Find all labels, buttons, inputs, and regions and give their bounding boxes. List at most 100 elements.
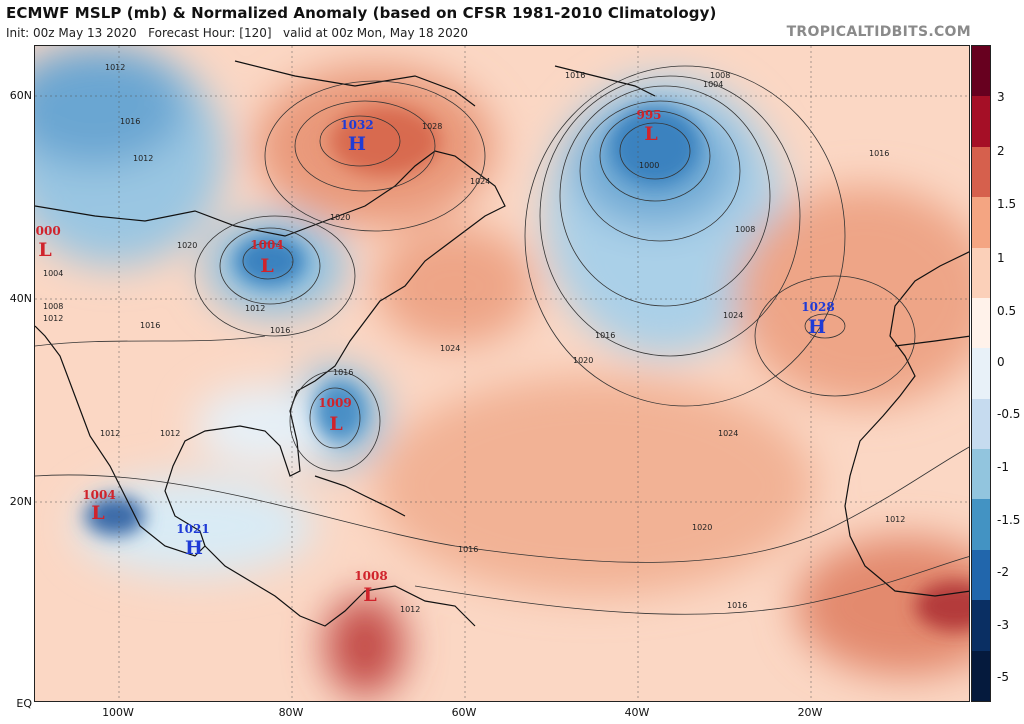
longitude-label: 100W [102,706,134,719]
colorbar-segment [972,96,990,148]
center-letter: L [644,123,657,145]
isobar-label: 1000 [639,161,659,170]
colorbar-label: 3 [997,90,1005,104]
low-center: 1000 L [35,224,61,261]
low-center: 995 L [636,108,661,145]
high-center: 1028 H [801,300,834,338]
center-value: 995 [636,108,661,122]
anomaly-shading [35,46,969,701]
colorbar-label: 1 [997,251,1005,265]
center-letter: L [329,413,342,435]
forecast-hour: Forecast Hour: [120] [148,26,272,40]
center-letter: H [808,316,826,338]
isobar-label: 1028 [422,122,442,131]
init-time: Init: 00z May 13 2020 [6,26,137,40]
isobars [35,65,969,615]
colorbar [971,45,991,702]
isobar-label: 1012 [160,429,180,438]
isobar-label: 1012 [400,605,420,614]
colorbar-label: -2 [997,565,1009,579]
latitude-label: EQ [16,697,32,710]
center-value: 1004 [82,488,115,502]
colorbar-label: -5 [997,670,1009,684]
colorbar-segment [972,197,990,249]
isobar-labels: 1016 1008 1004 1000 1012 1016 1012 1028 … [43,63,905,614]
pressure-centers: 1032 H 995 L 1000 L 1004 L 1028 H 1009 L… [35,108,835,606]
longitude-label: 80W [278,706,304,719]
colorbar-segment [972,348,990,400]
isobar-label: 1012 [43,314,63,323]
low-center: 1009 L [318,396,351,435]
center-value: 1028 [801,300,834,314]
colorbar-label: 2 [997,144,1005,158]
coastlines [35,60,969,627]
isobar-label: 1016 [270,326,290,335]
colorbar-segment [972,146,990,198]
isobar-label: 1016 [565,71,585,80]
isobar-label: 1016 [869,149,889,158]
valid-time: valid at 00z Mon, May 18 2020 [283,26,468,40]
isobar-label: 1016 [140,321,160,330]
isobar-label: 1024 [470,177,490,186]
colorbar-segment [972,650,990,702]
colorbar-label: -1.5 [997,513,1021,527]
brand-watermark: TROPICALTIDBITS.COM [786,24,971,40]
longitude-label: 20W [797,706,823,719]
colorbar-segment [972,449,990,500]
latitude-label: 40N [9,292,32,305]
isobar-label: 1020 [177,241,197,250]
high-center: 1032 H [340,118,373,155]
longitude-label: 40W [624,706,650,719]
colorbar-label: -3 [997,618,1009,632]
isobar-label: 1016 [727,601,747,610]
isobar-label: 1008 [735,225,755,234]
colorbar-label: -0.5 [997,407,1021,421]
center-value: 1004 [250,238,283,252]
isobar-label: 1024 [440,344,460,353]
map-subtitle: Init: 00z May 13 2020 Forecast Hour: [12… [6,26,468,40]
colorbar-segment [972,297,990,349]
colorbar-segment [972,549,990,601]
center-value: 1000 [35,224,61,238]
colorbar-segment [972,398,990,450]
isobar-label: 1016 [458,545,478,554]
center-letter: L [38,239,51,261]
isobar-label: 1016 [333,368,353,377]
isobar-label: 1024 [723,311,743,320]
colorbar-segment [972,46,990,97]
isobar-label: 1012 [105,63,125,72]
graticule [35,46,969,701]
isobar-label: 1016 [120,117,140,126]
colorbar-label: -1 [997,460,1009,474]
colorbar-label: 0 [997,355,1005,369]
isobar-label: 1004 [43,269,63,278]
center-letter: H [348,133,366,155]
map-canvas: 1016 1008 1004 1000 1012 1016 1012 1028 … [35,46,969,701]
isobar-label: 1020 [330,213,350,222]
center-value: 1008 [354,569,387,583]
isobar-label: 1008 [710,71,730,80]
isobar-label: 1008 [43,302,63,311]
isobar-label: 1012 [133,154,153,163]
colorbar-segment [972,247,990,299]
low-center: 1004 L [82,488,115,524]
latitude-label: 60N [9,89,32,102]
isobar-label: 1020 [692,523,712,532]
low-center: 1008 L [354,569,387,606]
center-value: 1009 [318,396,351,410]
map-title: ECMWF MSLP (mb) & Normalized Anomaly (ba… [6,4,717,22]
low-center: 1004 L [250,238,283,277]
isobar-label: 1012 [885,515,905,524]
isobar-label: 1004 [703,80,723,89]
center-letter: H [185,537,203,559]
high-center: 1021 H [176,522,209,559]
isobar-label: 1012 [100,429,120,438]
colorbar-label: 0.5 [997,304,1017,318]
colorbar-label: 1.5 [997,197,1017,211]
map-panel: 1016 1008 1004 1000 1012 1016 1012 1028 … [34,45,970,702]
colorbar-segment [972,600,990,652]
longitude-label: 60W [451,706,477,719]
center-value: 1032 [340,118,373,132]
isobar-label: 1016 [595,331,615,340]
center-letter: L [91,502,104,524]
